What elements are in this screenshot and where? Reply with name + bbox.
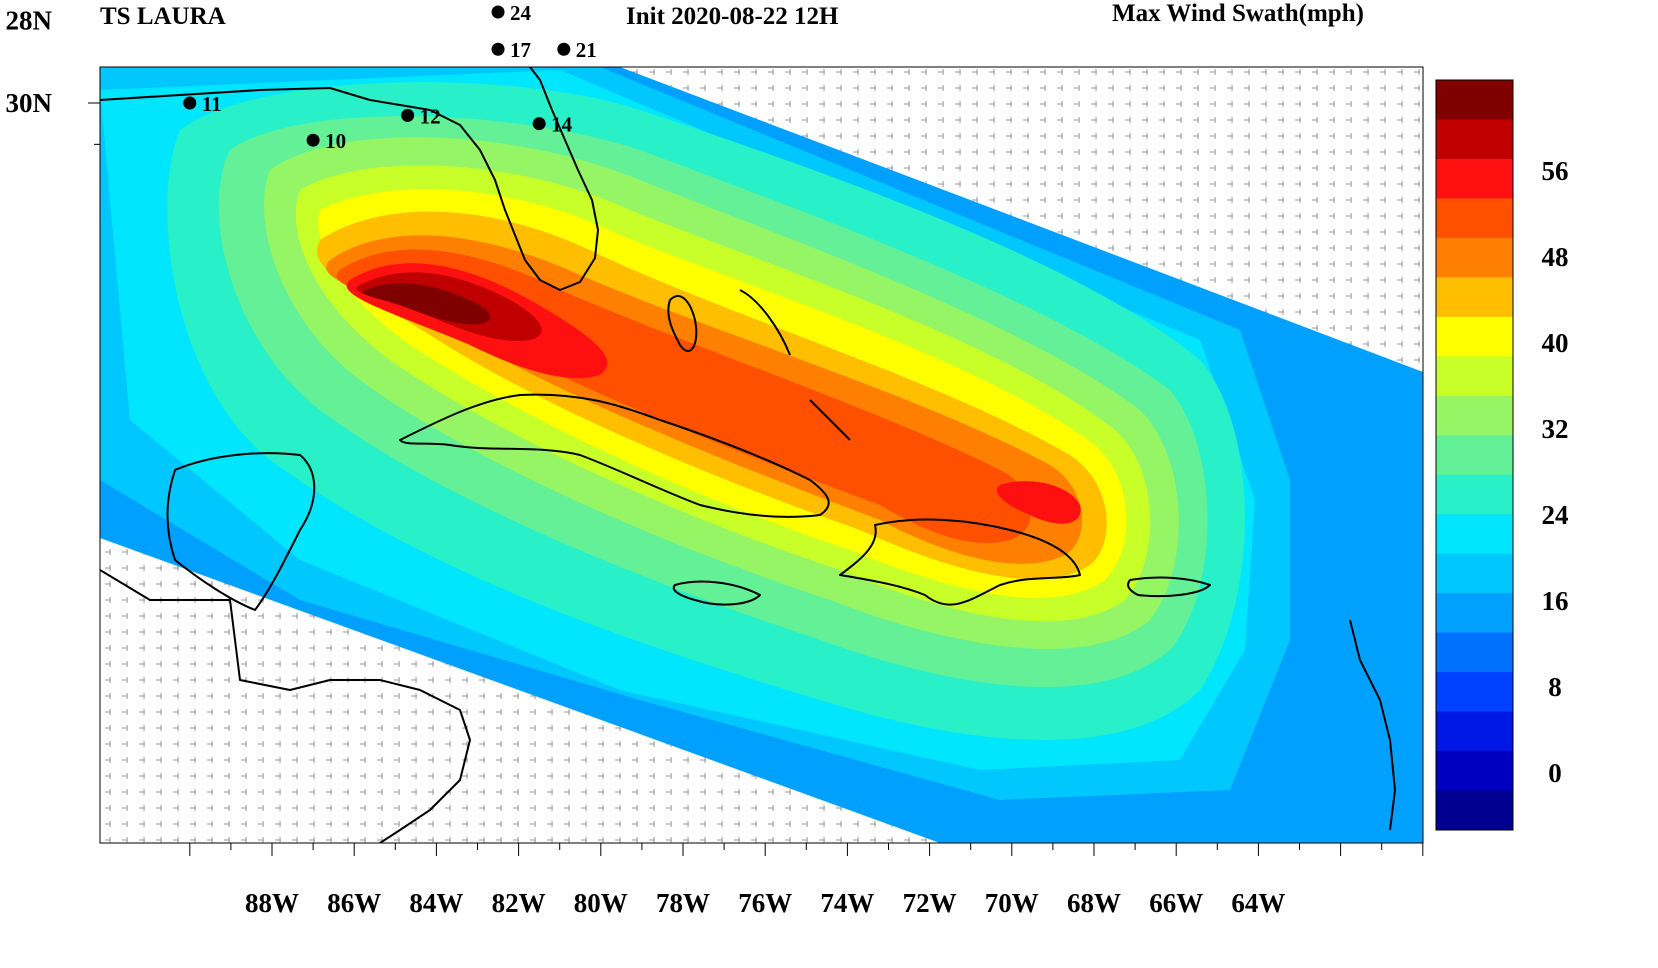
station-value: 10 [325, 129, 346, 153]
coastlines [100, 67, 1396, 843]
lon-label: 66W [1149, 888, 1203, 918]
legend-label: 0 [1548, 758, 1562, 788]
lat-label: 28N [6, 5, 53, 35]
lon-label: 64W [1231, 888, 1285, 918]
latitude-ticks: 30N28N26N24N22N20N18N16N14N [6, 5, 100, 145]
puerto-rico-coast [1127, 576, 1211, 598]
station-dot [557, 42, 571, 56]
map-plot-area [100, 67, 1423, 843]
init-time: Init 2020-08-22 12H [626, 3, 839, 30]
lon-label: 76W [738, 888, 792, 918]
station-dot [183, 96, 197, 110]
color-legend: 56 48 40 32 24 16 8 0 [1435, 79, 1569, 831]
bahamas-2 [739, 289, 791, 356]
legend-swatch [1436, 593, 1513, 634]
legend-swatch [1436, 80, 1513, 120]
station-value: 24 [510, 1, 532, 25]
station-value: 14 [551, 113, 573, 137]
jamaica-coast [672, 580, 761, 606]
lon-label: 68W [1067, 888, 1121, 918]
legend-swatch [1436, 158, 1513, 199]
hispaniola-coast [839, 518, 1081, 606]
legend-swatch [1436, 277, 1513, 318]
station-dot [306, 133, 320, 147]
legend-swatch [1436, 356, 1513, 397]
station-value: 12 [420, 104, 441, 128]
station-value: 11 [202, 92, 222, 116]
lesser-antilles [1349, 619, 1396, 831]
legend-label: 40 [1542, 328, 1569, 358]
lon-label: 70W [985, 888, 1039, 918]
station-value: 17 [510, 38, 531, 62]
lon-label: 74W [820, 888, 874, 918]
legend-swatch [1436, 632, 1513, 673]
station-markers: 10111214172124302829304641343326 [183, 1, 597, 153]
longitude-ticks: 88W 86W 84W 82W 80W 78W 76W 74W 72W 70W 68W 66W 64W [189, 843, 1424, 918]
legend-swatch [1436, 790, 1513, 831]
lon-label: 80W [574, 888, 628, 918]
product-title: Max Wind Swath(mph) [1112, 0, 1364, 27]
storm-name: TS LAURA [100, 3, 226, 30]
bahamas-1 [667, 295, 698, 352]
station-dot [491, 5, 505, 19]
legend-label: 48 [1542, 242, 1569, 272]
legend-swatch [1436, 553, 1513, 594]
lon-label: 72W [903, 888, 957, 918]
lon-label: 84W [409, 888, 463, 918]
lat-label: 30N [6, 88, 53, 118]
legend-swatch [1436, 474, 1513, 515]
legend-swatch [1436, 198, 1513, 239]
legend-swatch [1436, 514, 1513, 555]
legend-label: 24 [1542, 500, 1569, 530]
legend-label: 32 [1542, 414, 1569, 444]
legend-frame [1435, 79, 1514, 831]
legend-swatch [1436, 435, 1513, 476]
legend-label: 8 [1548, 672, 1562, 702]
legend-label: 16 [1542, 586, 1569, 616]
yucatan-coast [166, 452, 316, 611]
lon-label: 88W [245, 888, 299, 918]
lon-label: 86W [327, 888, 381, 918]
legend-swatch [1436, 119, 1513, 160]
legend-swatch [1436, 395, 1513, 436]
legend-label: 56 [1542, 156, 1569, 186]
lon-label: 82W [492, 888, 546, 918]
legend-swatch [1436, 237, 1513, 278]
cuba-coast [399, 393, 830, 518]
legend-swatch [1436, 751, 1513, 792]
wind-swath-contours [100, 67, 1423, 843]
central-america-coast [100, 569, 471, 843]
station-dot [491, 42, 505, 56]
legend-swatch [1436, 711, 1513, 752]
legend-swatch [1436, 316, 1513, 357]
legend-swatch [1436, 672, 1513, 713]
bahamas-3 [809, 399, 851, 441]
florida-coast [100, 67, 599, 291]
station-dot [532, 117, 546, 131]
station-dot [401, 108, 415, 122]
lon-label: 78W [656, 888, 710, 918]
station-value: 21 [576, 38, 597, 62]
